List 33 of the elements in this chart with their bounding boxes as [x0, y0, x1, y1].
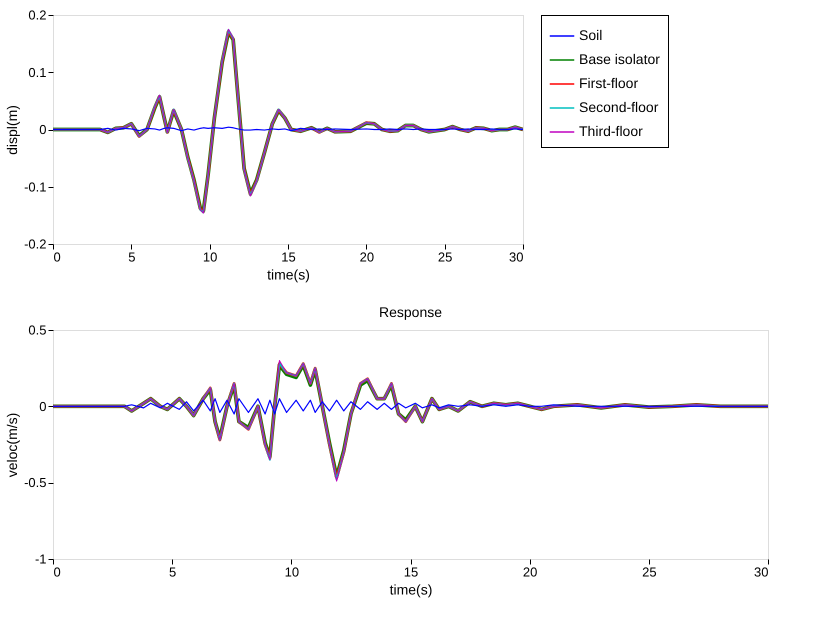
- x-tick-label: 30: [754, 564, 768, 580]
- y-tick-label: 0.2: [28, 8, 46, 22]
- y-tick-label: 0: [39, 398, 46, 414]
- y-tick-label: -1: [34, 552, 46, 566]
- x-tick-label: 25: [438, 250, 452, 264]
- x-tick-label: 10: [284, 564, 300, 580]
- x-tick-label: 20: [360, 250, 374, 264]
- x-tick-label: 20: [522, 564, 538, 580]
- y-tick-label: 0.5: [28, 322, 46, 338]
- y-tick-label: -0.1: [24, 179, 46, 194]
- x-tick-label: 15: [404, 564, 418, 580]
- x-tick-label: 0: [54, 564, 61, 580]
- legend-label: Soil: [579, 27, 602, 43]
- x-axis-title: time(s): [267, 266, 310, 282]
- legend-label: First-floor: [579, 75, 638, 91]
- x-tick-label: 15: [281, 250, 296, 264]
- x-tick-label: 10: [202, 250, 218, 264]
- y-tick-label: 0.1: [28, 64, 46, 80]
- x-tick-label: 5: [128, 250, 136, 264]
- x-tick-label: 25: [642, 564, 657, 580]
- x-tick-label: 0: [54, 250, 61, 264]
- legend-label: Second-floor: [579, 99, 659, 115]
- y-axis-title: veloc(m/s): [4, 412, 20, 478]
- legend-label: Third-floor: [579, 123, 644, 139]
- y-tick-label: -0.5: [24, 475, 46, 490]
- x-tick-label: 5: [169, 564, 176, 580]
- chart-title: Response: [378, 304, 442, 320]
- y-tick-label: -0.2: [24, 236, 46, 252]
- x-axis-title: time(s): [390, 582, 432, 598]
- legend-label: Base isolator: [579, 51, 660, 67]
- x-tick-label: 30: [509, 250, 524, 264]
- y-tick-label: 0: [39, 122, 46, 137]
- y-axis-title: displ(m): [4, 105, 20, 155]
